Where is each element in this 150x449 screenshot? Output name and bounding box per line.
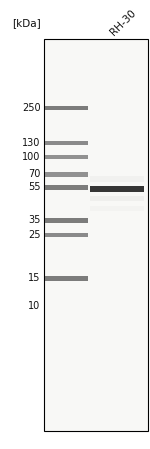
Bar bbox=[45, 276, 88, 281]
Bar bbox=[45, 141, 88, 145]
Text: 15: 15 bbox=[28, 273, 40, 283]
Bar bbox=[45, 218, 88, 223]
Bar bbox=[90, 186, 144, 192]
Bar bbox=[44, 39, 148, 431]
Bar bbox=[45, 172, 88, 176]
Text: 55: 55 bbox=[28, 182, 40, 192]
Bar bbox=[45, 233, 88, 238]
Bar bbox=[90, 196, 144, 202]
Bar bbox=[90, 206, 144, 211]
Bar bbox=[45, 154, 88, 159]
Text: [kDa]: [kDa] bbox=[12, 18, 40, 28]
Text: 25: 25 bbox=[28, 230, 40, 240]
Text: 100: 100 bbox=[22, 152, 40, 162]
Text: 70: 70 bbox=[28, 169, 40, 180]
Text: RH-30: RH-30 bbox=[108, 8, 138, 37]
Bar bbox=[45, 106, 88, 110]
Text: 10: 10 bbox=[28, 301, 40, 311]
Text: 35: 35 bbox=[28, 216, 40, 225]
Text: 130: 130 bbox=[22, 138, 40, 148]
Bar bbox=[90, 176, 144, 182]
Text: 250: 250 bbox=[22, 103, 40, 113]
Bar bbox=[45, 185, 88, 189]
